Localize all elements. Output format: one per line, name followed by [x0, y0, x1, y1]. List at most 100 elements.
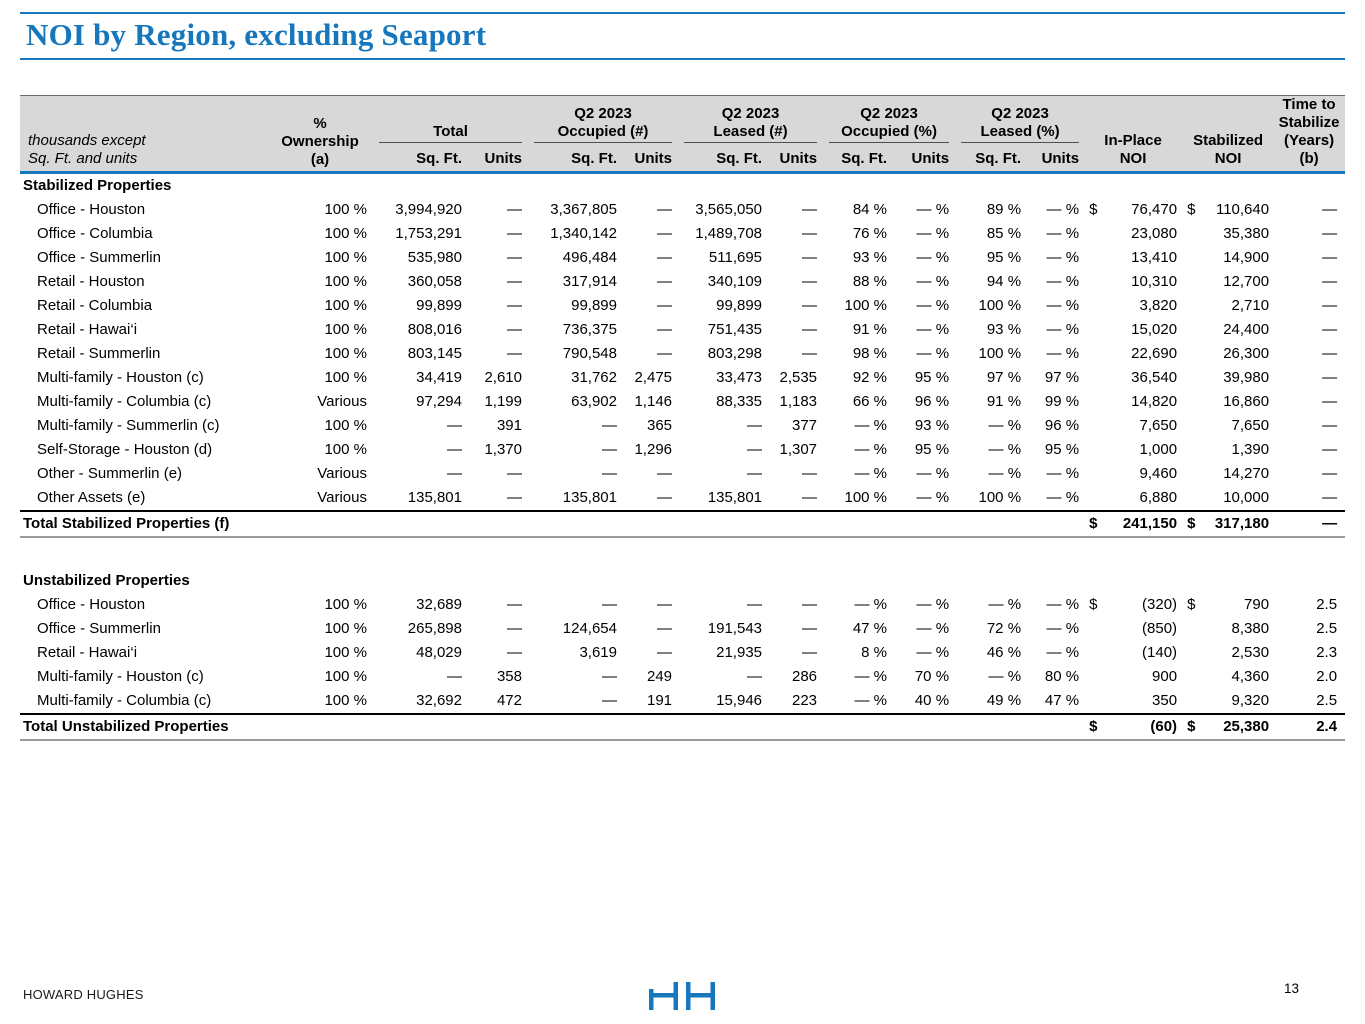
ownership: 100 % — [324, 668, 367, 685]
occupied-sqft: 317,914 — [562, 273, 617, 290]
occupied-sqft: — — [602, 596, 617, 613]
row-label: Retail - Hawai‘i — [37, 644, 138, 661]
occupied-pct-sqft: — % — [854, 441, 888, 458]
table-row: Multi-family - Houston (c) 100 % — 358 — 249 —… — [20, 665, 1345, 689]
stabilized-noi: 39,980 — [1223, 369, 1270, 386]
occupied-pct-units: — % — [916, 620, 950, 637]
currency-symbol — [1185, 294, 1201, 318]
leased-sqft: 803,298 — [707, 345, 763, 362]
currency-symbol — [1185, 462, 1201, 486]
ownership: 100 % — [324, 297, 367, 314]
currency-symbol — [1185, 342, 1201, 366]
occupied-pct-units: — % — [916, 596, 950, 613]
leased-units: — — [802, 644, 818, 661]
leased-pct-units: — % — [1046, 644, 1080, 661]
row-label: Multi-family - Columbia (c) — [37, 393, 212, 410]
stabilized-noi: 25,380 — [1201, 713, 1278, 741]
ownership: Various — [317, 393, 367, 410]
leased-pct-units: 80 % — [1044, 668, 1080, 685]
occupied-pct-units: — % — [916, 321, 950, 338]
row-label: Other - Summerlin (e) — [37, 465, 183, 482]
stabilized-noi: 110,640 — [1215, 201, 1270, 218]
occupied-units: 1,296 — [634, 441, 673, 458]
leased-pct-sqft: — % — [988, 465, 1022, 482]
table-row: Multi-family - Houston (c) 100 % 34,419 2,6… — [20, 366, 1345, 390]
occupied-sqft: — — [602, 465, 617, 482]
time-to-stabilize: — — [1322, 249, 1338, 266]
total-sqft: 808,016 — [407, 321, 462, 338]
occupied-pct-units: 95 % — [914, 441, 950, 458]
table-row: Office - Houston 100 % 3,994,920 — 3,367,805… — [20, 198, 1345, 222]
stabilized-noi: 10,000 — [1223, 489, 1270, 506]
currency-symbol — [1087, 342, 1101, 366]
leased-sqft: 191,543 — [707, 620, 763, 637]
occupied-units: — — [657, 225, 673, 242]
occupied-pct-sqft: 100 % — [844, 489, 888, 506]
occupied-units: 365 — [646, 417, 673, 434]
ownership: 100 % — [324, 369, 367, 386]
row-label: Office - Houston — [37, 596, 146, 613]
occupied-pct-sqft: 98 % — [852, 345, 888, 362]
total-units: — — [507, 273, 522, 290]
leased-pct-sqft — [957, 510, 1030, 538]
row-label: Office - Summerlin — [37, 620, 161, 637]
currency-symbol: $ — [1087, 713, 1102, 741]
time-to-stabilize: 2.5 — [1316, 620, 1338, 637]
occupied-pct-units: 95 % — [914, 369, 950, 386]
in-place-noi: 3,820 — [1139, 297, 1178, 314]
leased-units: — — [802, 225, 818, 242]
row-label: Self-Storage - Houston (d) — [37, 441, 213, 458]
time-to-stabilize: — — [1322, 393, 1338, 410]
ownership: 100 % — [324, 620, 367, 637]
occupied-pct-sqft: 88 % — [852, 273, 888, 290]
leased-pct-units: — % — [1046, 297, 1080, 314]
table-row: Office - Houston 100 % 32,689 — — — — — — % — % — … — [20, 593, 1345, 617]
table-row: Retail - Hawai‘i 100 % 48,029 — 3,619 — 21,935… — [20, 641, 1345, 665]
leased-pct-units: — % — [1046, 225, 1080, 242]
total-sqft: 32,692 — [416, 692, 462, 709]
time-to-stabilize: 2.5 — [1316, 596, 1338, 613]
leased-sqft: 33,473 — [716, 369, 763, 386]
occupied-pct-sqft: — % — [854, 465, 888, 482]
occupied-units: — — [657, 249, 673, 266]
row-label: Total Unstabilized Properties — [20, 713, 275, 741]
section-label: Stabilized Properties — [23, 177, 172, 194]
total-sqft: 135,801 — [407, 489, 462, 506]
currency-symbol — [1087, 689, 1101, 714]
time-to-stabilize: — — [1322, 369, 1338, 386]
ownership: Various — [317, 465, 367, 482]
col-header-time-to-stabilize: Time to Stabilize (Years) (b) — [1277, 95, 1346, 174]
leased-pct-sqft: 100 % — [978, 489, 1022, 506]
stabilized-noi: 317,180 — [1201, 510, 1278, 538]
leased-sqft: 3,565,050 — [695, 201, 763, 218]
occupied-units: — — [657, 489, 673, 506]
leased-pct-sqft: — % — [988, 596, 1022, 613]
table-row: Retail - Columbia 100 % 99,899 — 99,899 — 99,8… — [20, 294, 1345, 318]
occupied-sqft: 99,899 — [571, 297, 617, 314]
ownership — [275, 510, 375, 538]
currency-symbol — [1185, 486, 1201, 511]
occupied-pct-sqft: — % — [854, 417, 888, 434]
time-to-stabilize: — — [1322, 465, 1338, 482]
occupied-pct-sqft: 66 % — [852, 393, 888, 410]
stabilized-noi: 14,900 — [1223, 249, 1270, 266]
occupied-pct-units: — % — [916, 644, 950, 661]
occupied-pct-units: 93 % — [914, 417, 950, 434]
table-row: Retail - Summerlin 100 % 803,145 — 790,548 — 8… — [20, 342, 1345, 366]
row-label: Retail - Columbia — [37, 297, 153, 314]
occupied-pct-units: — % — [916, 465, 950, 482]
currency-symbol — [1185, 318, 1201, 342]
col-header-ownership: % Ownership (a) — [275, 95, 375, 174]
leased-sqft — [680, 510, 771, 538]
leased-pct-units: 99 % — [1044, 393, 1080, 410]
occupied-pct-sqft: — % — [854, 668, 888, 685]
in-place-noi: 241,150 — [1101, 510, 1186, 538]
row-label: Multi-family - Houston (c) — [37, 369, 204, 386]
leased-sqft: — — [747, 668, 763, 685]
leased-pct-units: 97 % — [1044, 369, 1080, 386]
leased-units: 2,535 — [779, 369, 818, 386]
currency-symbol — [1185, 366, 1201, 390]
leased-pct-sqft: 97 % — [986, 369, 1022, 386]
leased-sqft: 99,899 — [716, 297, 763, 314]
table-row: Retail - Houston 100 % 360,058 — 317,914 — 340… — [20, 270, 1345, 294]
